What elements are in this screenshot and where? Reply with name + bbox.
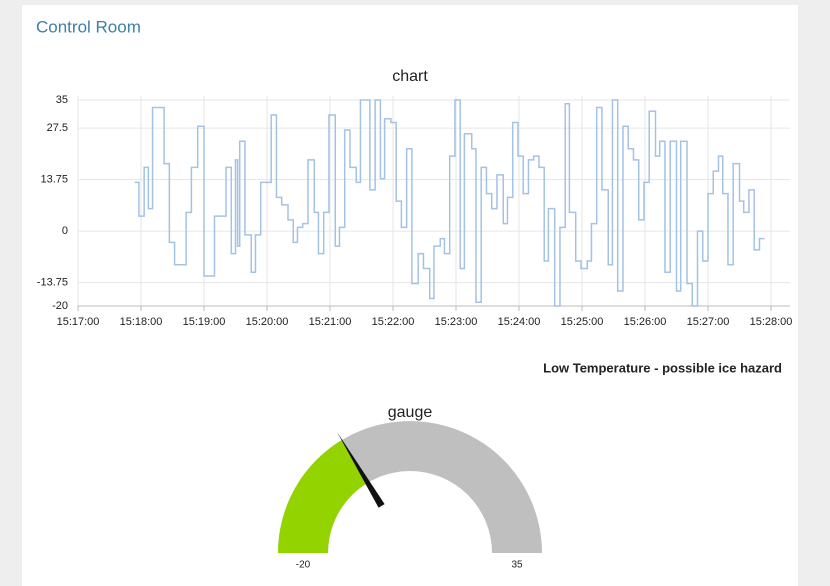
gauge-max-label: 35 — [511, 560, 523, 571]
gauge-needle — [337, 432, 385, 508]
gauge-value-arc — [278, 439, 368, 553]
y-tick-label: 27.5 — [47, 122, 68, 134]
x-tick-label: 15:20:00 — [246, 316, 289, 328]
x-tick-label: 15:27:00 — [687, 316, 730, 328]
notice: Low Temperature - possible ice hazard — [543, 360, 782, 375]
x-tick-label: 15:26:00 — [624, 316, 667, 328]
x-tick-label: 15:19:00 — [183, 316, 226, 328]
x-tick-label: 15:22:00 — [372, 316, 415, 328]
x-tick-label: 15:24:00 — [498, 316, 541, 328]
x-tick-label: 15:25:00 — [561, 316, 604, 328]
gauge-min-label: -20 — [296, 560, 311, 571]
x-tick-label: 15:21:00 — [309, 316, 352, 328]
y-tick-label: 35 — [56, 94, 68, 106]
y-tick-label: 13.75 — [40, 173, 68, 185]
chart-title: chart — [392, 68, 428, 85]
gauge-title: gauge — [388, 404, 433, 421]
y-tick-label: -20 — [52, 300, 68, 312]
page-title: Control Room — [36, 17, 141, 36]
x-tick-label: 15:18:00 — [120, 316, 163, 328]
data-line — [134, 99, 765, 307]
y-tick-label: -13.75 — [37, 276, 68, 288]
x-tick-label: 15:28:00 — [750, 316, 793, 328]
y-tick-label: 0 — [62, 225, 68, 237]
x-tick-label: 15:17:00 — [57, 316, 100, 328]
card — [22, 5, 798, 586]
x-tick-label: 15:23:00 — [435, 316, 478, 328]
